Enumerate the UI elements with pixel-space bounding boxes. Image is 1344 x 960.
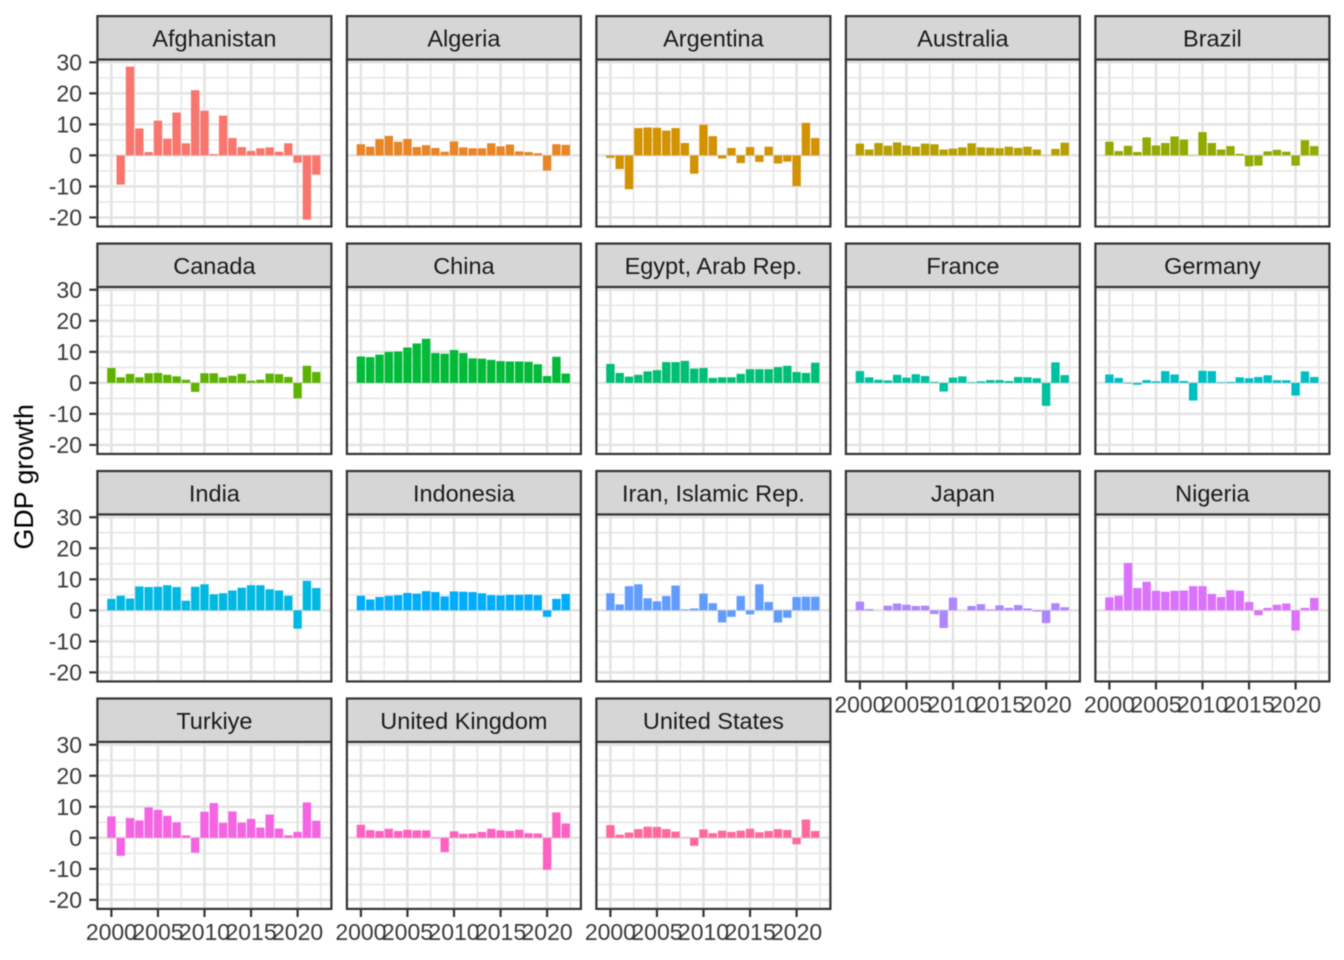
- svg-text:-20: -20: [49, 432, 82, 458]
- svg-text:2000: 2000: [1084, 692, 1135, 718]
- svg-text:India: India: [189, 481, 241, 507]
- svg-text:2020: 2020: [522, 919, 573, 945]
- svg-text:-10: -10: [49, 856, 82, 882]
- svg-text:2015: 2015: [724, 919, 775, 945]
- svg-text:2010: 2010: [678, 919, 729, 945]
- svg-text:2010: 2010: [428, 919, 479, 945]
- svg-text:China: China: [433, 253, 495, 279]
- svg-text:0: 0: [69, 143, 82, 169]
- svg-text:2005: 2005: [382, 919, 433, 945]
- svg-text:2015: 2015: [475, 919, 526, 945]
- svg-text:Germany: Germany: [1164, 253, 1261, 279]
- svg-text:20: 20: [56, 80, 82, 106]
- svg-text:Brazil: Brazil: [1183, 26, 1242, 52]
- svg-text:Turkiye: Turkiye: [176, 708, 252, 734]
- svg-text:GDP growth: GDP growth: [9, 404, 39, 549]
- svg-text:2015: 2015: [225, 919, 276, 945]
- svg-text:-10: -10: [49, 628, 82, 654]
- svg-text:10: 10: [56, 566, 82, 592]
- svg-text:Australia: Australia: [917, 26, 1009, 52]
- svg-text:Nigeria: Nigeria: [1175, 481, 1250, 507]
- svg-text:2020: 2020: [272, 919, 323, 945]
- svg-text:10: 10: [56, 794, 82, 820]
- svg-text:2000: 2000: [585, 919, 636, 945]
- svg-text:2010: 2010: [1177, 692, 1228, 718]
- svg-text:Algeria: Algeria: [427, 26, 501, 52]
- svg-text:0: 0: [69, 825, 82, 851]
- svg-text:2005: 2005: [631, 919, 682, 945]
- svg-text:Canada: Canada: [173, 253, 256, 279]
- svg-text:Iran, Islamic Rep.: Iran, Islamic Rep.: [622, 481, 805, 507]
- svg-text:-20: -20: [49, 205, 82, 231]
- svg-text:France: France: [926, 253, 999, 279]
- svg-text:30: 30: [56, 277, 82, 303]
- svg-text:2000: 2000: [834, 692, 885, 718]
- svg-text:20: 20: [56, 535, 82, 561]
- svg-text:2010: 2010: [927, 692, 978, 718]
- svg-text:2005: 2005: [881, 692, 932, 718]
- svg-text:Egypt, Arab Rep.: Egypt, Arab Rep.: [625, 253, 803, 279]
- svg-text:2020: 2020: [771, 919, 822, 945]
- svg-text:2015: 2015: [1223, 692, 1274, 718]
- svg-text:Argentina: Argentina: [663, 26, 765, 52]
- svg-text:-10: -10: [49, 174, 82, 200]
- svg-text:United States: United States: [643, 708, 784, 734]
- svg-text:20: 20: [56, 308, 82, 334]
- svg-text:United Kingdom: United Kingdom: [380, 708, 547, 734]
- svg-text:0: 0: [69, 370, 82, 396]
- svg-text:-20: -20: [49, 660, 82, 686]
- svg-text:-20: -20: [49, 887, 82, 913]
- svg-text:Indonesia: Indonesia: [413, 481, 516, 507]
- svg-text:30: 30: [56, 732, 82, 758]
- svg-text:2010: 2010: [179, 919, 230, 945]
- svg-text:2020: 2020: [1021, 692, 1072, 718]
- svg-text:2000: 2000: [335, 919, 386, 945]
- svg-text:10: 10: [56, 111, 82, 137]
- svg-text:2005: 2005: [132, 919, 183, 945]
- svg-text:10: 10: [56, 339, 82, 365]
- svg-text:-10: -10: [49, 401, 82, 427]
- svg-text:30: 30: [56, 49, 82, 75]
- svg-text:2005: 2005: [1130, 692, 1181, 718]
- svg-text:2020: 2020: [1270, 692, 1321, 718]
- svg-text:0: 0: [69, 597, 82, 623]
- svg-text:20: 20: [56, 763, 82, 789]
- svg-text:2000: 2000: [86, 919, 137, 945]
- svg-text:Afghanistan: Afghanistan: [152, 26, 276, 52]
- svg-text:30: 30: [56, 504, 82, 530]
- svg-text:2015: 2015: [974, 692, 1025, 718]
- svg-text:Japan: Japan: [931, 481, 995, 507]
